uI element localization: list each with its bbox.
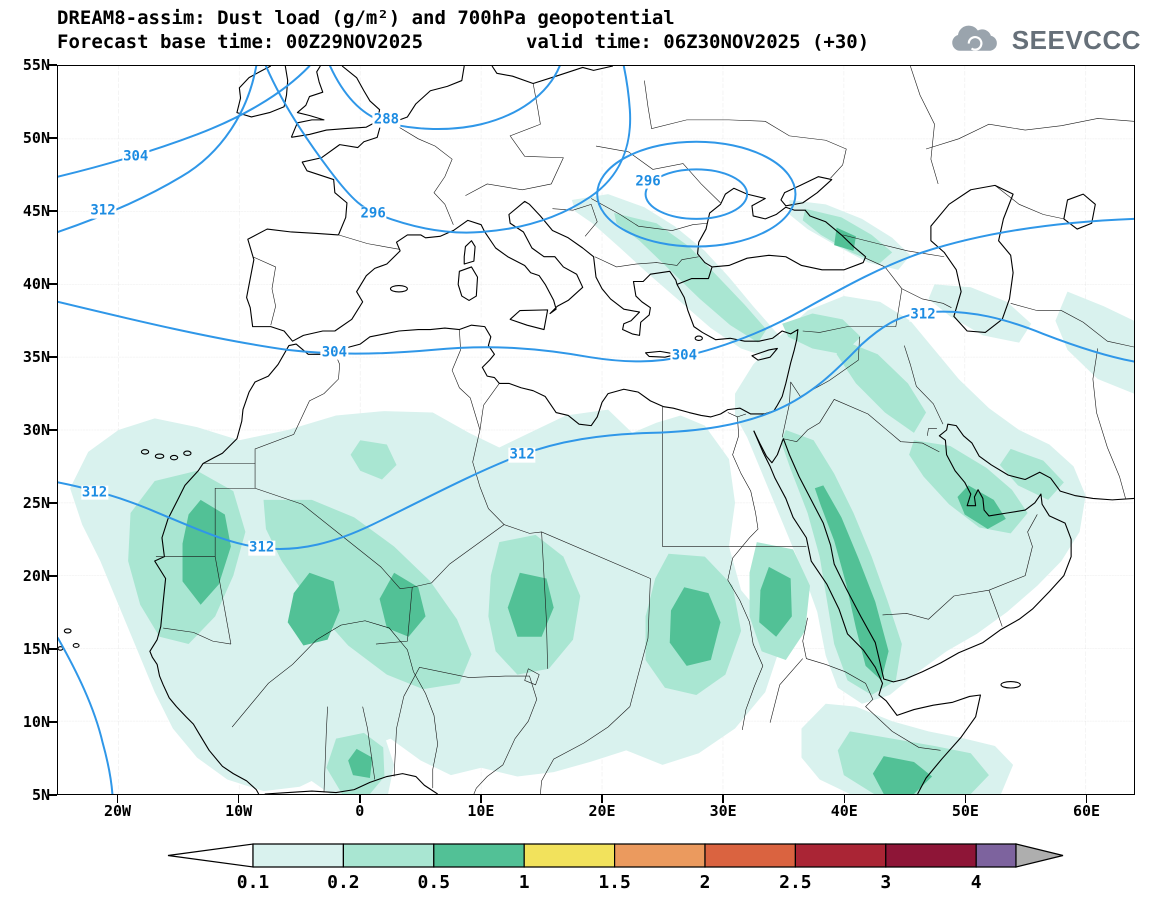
y-axis-label: 10N [22, 713, 50, 731]
colorbar-tick-label: 4 [970, 872, 982, 893]
dust-shading-level-0p5 [182, 227, 1006, 794]
y-axis-tick [49, 356, 57, 358]
x-axis-tick [480, 795, 482, 803]
contour-label: 312 [80, 484, 109, 501]
y-axis-tick [49, 137, 57, 139]
y-axis-label: 5N [31, 786, 50, 804]
colorbar-tick-label: 1.5 [598, 872, 631, 893]
y-axis-tick [49, 429, 57, 431]
map-canvas [58, 66, 1134, 794]
colorbar-box [342, 843, 435, 868]
contour-label: 296 [634, 173, 662, 190]
x-axis-tick [722, 795, 724, 803]
geopotential-contours [58, 66, 1134, 794]
x-axis-label: 20E [588, 802, 616, 820]
y-axis-tick [49, 210, 57, 212]
y-axis-tick [49, 502, 57, 504]
colorbar-box [433, 843, 525, 868]
x-axis-tick [1085, 795, 1088, 803]
y-axis-label: 25N [22, 494, 50, 512]
y-axis-tick [49, 794, 57, 796]
colorbar-tick-label: 0.1 [236, 872, 270, 893]
colorbar-tick-label: 0.2 [327, 872, 360, 893]
colorbar-tick-label: 1 [518, 872, 530, 893]
contour-312-snake [58, 312, 1134, 549]
x-axis-tick [237, 795, 240, 803]
x-axis-label: 0 [355, 802, 365, 820]
x-axis-label: 20W [104, 802, 132, 820]
x-axis-tick [359, 795, 361, 803]
y-axis-tick [49, 283, 57, 285]
y-axis-tick [49, 721, 57, 723]
contour-label: 304 [320, 344, 349, 361]
coastlines [58, 66, 1134, 794]
x-axis-label: 60E [1073, 802, 1101, 820]
contour-296-low-inner [646, 169, 748, 219]
contour-low-outer [597, 142, 795, 247]
y-axis-label: 15N [22, 640, 50, 658]
contour-label: 304 [670, 347, 699, 364]
y-axis-label: 55N [22, 56, 50, 74]
x-axis-label: 50E [951, 802, 979, 820]
colorbar-tick-label: 2 [699, 872, 711, 893]
contour-label: 312 [508, 446, 536, 463]
x-axis-tick [843, 795, 846, 803]
chart-subtitle: Forecast base time: 00Z29NOV2025 valid t… [57, 31, 870, 53]
seevccc-logo: SEEVCCC [947, 22, 1141, 58]
x-axis-tick [964, 795, 967, 803]
map-plot-area [57, 65, 1135, 795]
y-axis-label: 45N [22, 202, 50, 220]
x-axis-label: 10W [225, 802, 253, 820]
contour-sw-arc [58, 638, 112, 794]
y-axis-label: 35N [22, 348, 50, 366]
contour-label: 288 [372, 112, 401, 129]
y-axis-label: 40N [22, 275, 50, 293]
contour-304-mid [58, 219, 1134, 362]
x-axis-tick [601, 795, 603, 803]
colorbar-tick-label: 3 [880, 872, 892, 893]
y-axis-label: 30N [22, 421, 50, 439]
colorbar [167, 843, 1064, 868]
colorbar-box [252, 843, 344, 868]
logo-text: SEEVCCC [1011, 24, 1141, 55]
chart-title: DREAM8-assim: Dust load (g/m²) and 700hP… [57, 7, 675, 29]
colorbar-tick-label: 0.5 [417, 872, 451, 893]
colorbar-right-arrow [1015, 843, 1064, 868]
contour-label: 312 [909, 306, 937, 323]
contour-304-nw [58, 66, 309, 177]
y-axis-label: 20N [22, 567, 50, 585]
colorbar-box [794, 843, 887, 868]
colorbar-box [885, 843, 977, 868]
x-axis-label: 30E [709, 802, 737, 820]
colorbar-box [523, 843, 616, 868]
y-axis-tick [49, 575, 57, 577]
colorbar-tick-label: 2.5 [779, 872, 812, 893]
cloud-icon [952, 25, 997, 51]
colorbar-box [614, 843, 706, 868]
rivers [232, 413, 763, 789]
contour-label: 296 [359, 205, 387, 222]
x-axis-label: 10E [467, 802, 495, 820]
contour-label: 304 [122, 148, 150, 165]
y-axis-label: 50N [22, 129, 50, 147]
colorbar-left-arrow [167, 843, 254, 868]
y-axis-tick [49, 64, 57, 66]
y-axis-tick [49, 648, 57, 650]
contour-label: 312 [248, 539, 276, 556]
x-axis-tick [116, 795, 119, 803]
contour-296-europe [266, 66, 630, 233]
colorbar-box [704, 843, 797, 868]
contour-288-n [330, 66, 560, 129]
colorbar-box [975, 843, 1017, 868]
contour-label: 312 [89, 202, 117, 219]
x-axis-label: 40E [830, 802, 858, 820]
